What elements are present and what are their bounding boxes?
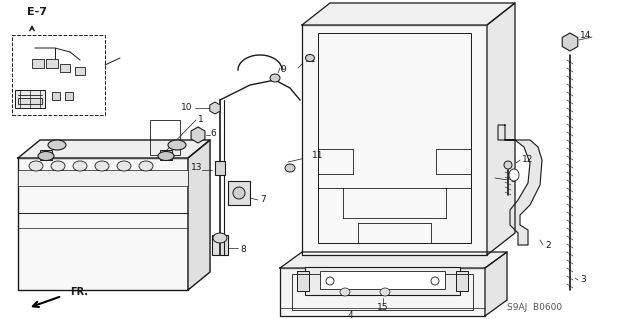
Bar [456, 271, 468, 291]
Polygon shape [188, 140, 210, 290]
Polygon shape [302, 3, 515, 25]
Text: E-7: E-7 [27, 7, 47, 17]
Bar [15, 90, 45, 108]
Text: 3: 3 [580, 276, 586, 285]
Bar [18, 170, 188, 186]
Ellipse shape [270, 74, 280, 82]
Ellipse shape [431, 277, 439, 285]
Bar [150, 120, 180, 155]
Bar [305, 267, 460, 295]
Text: 11: 11 [305, 56, 317, 64]
Ellipse shape [213, 233, 227, 243]
Ellipse shape [233, 187, 245, 199]
Ellipse shape [504, 161, 512, 169]
Text: 11: 11 [312, 151, 323, 160]
Bar [18, 98, 42, 104]
Text: 14: 14 [580, 31, 591, 40]
Text: 15: 15 [377, 303, 388, 313]
Polygon shape [485, 252, 507, 316]
Bar [228, 181, 250, 205]
Ellipse shape [95, 161, 109, 171]
Ellipse shape [285, 164, 295, 172]
Text: 7: 7 [260, 196, 266, 204]
Bar [280, 268, 485, 316]
Bar [75, 67, 85, 75]
Text: 5: 5 [510, 175, 516, 184]
Bar [318, 33, 471, 243]
Bar [215, 161, 225, 175]
Bar [292, 274, 473, 310]
Ellipse shape [48, 140, 66, 150]
Ellipse shape [305, 55, 314, 62]
Bar [12, 35, 105, 115]
Text: S9AJ  B0600: S9AJ B0600 [508, 302, 563, 311]
Ellipse shape [51, 161, 65, 171]
Text: FR.: FR. [70, 287, 88, 297]
Bar [212, 235, 228, 255]
Bar [46, 59, 58, 68]
Polygon shape [487, 3, 515, 255]
Ellipse shape [326, 277, 334, 285]
Bar [60, 64, 70, 72]
Ellipse shape [73, 161, 87, 171]
Bar [320, 271, 445, 289]
Text: 12: 12 [522, 155, 533, 165]
Bar [40, 150, 52, 160]
Text: 2: 2 [545, 241, 550, 249]
Text: 1: 1 [198, 115, 204, 124]
Ellipse shape [38, 152, 54, 160]
Bar [18, 158, 188, 290]
Ellipse shape [509, 169, 519, 181]
Polygon shape [280, 252, 507, 268]
Ellipse shape [29, 161, 43, 171]
Text: 9: 9 [280, 65, 285, 75]
Polygon shape [18, 140, 210, 158]
Polygon shape [498, 125, 542, 245]
Bar [302, 25, 487, 255]
Ellipse shape [139, 161, 153, 171]
Text: 4: 4 [348, 310, 354, 319]
Ellipse shape [168, 140, 186, 150]
Bar [297, 271, 309, 291]
Bar [160, 150, 172, 160]
Text: 10: 10 [180, 103, 192, 113]
Text: 13: 13 [191, 164, 202, 173]
Ellipse shape [380, 288, 390, 296]
Ellipse shape [117, 161, 131, 171]
Bar [32, 59, 44, 68]
Ellipse shape [340, 288, 350, 296]
Ellipse shape [158, 152, 174, 160]
Bar [65, 92, 73, 100]
Bar [52, 92, 60, 100]
Text: 6: 6 [210, 129, 216, 137]
Text: 8: 8 [240, 246, 246, 255]
